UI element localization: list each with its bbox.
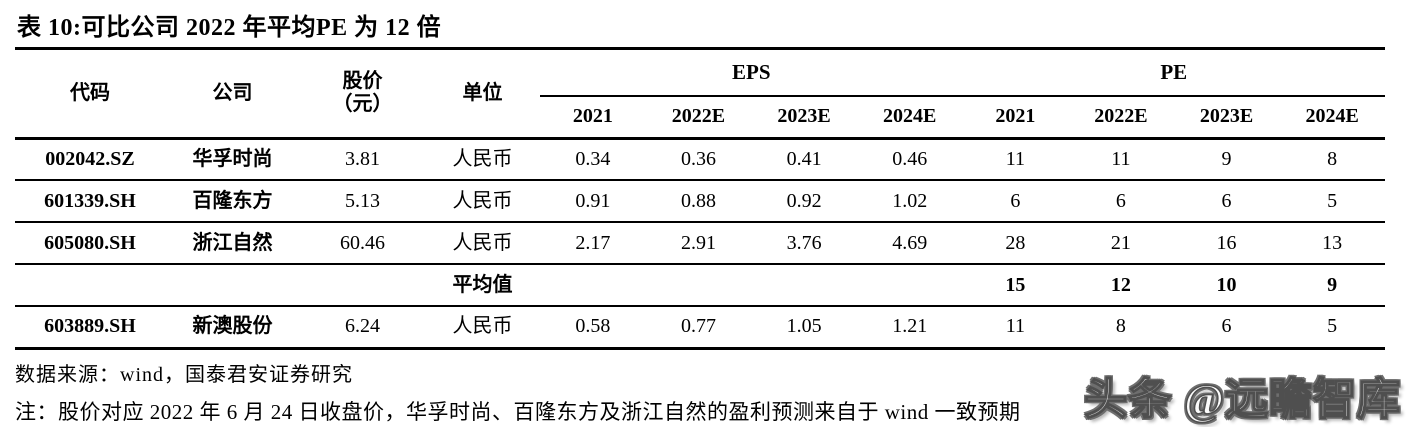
- avg-pe-2021: 15: [962, 264, 1069, 307]
- col-header-unit: 单位: [425, 50, 541, 140]
- watermark: 头条 @远瞻智库: [1084, 376, 1401, 425]
- footnote: 注：股价对应 2022 年 6 月 24 日收盘价，华孚时尚、百隆东方及浙江自然…: [15, 399, 1021, 424]
- table-row: 002042.SZ 华孚时尚 3.81 人民币 0.34 0.36 0.41 0…: [15, 138, 1385, 181]
- pe-2022e: 8: [1068, 306, 1174, 350]
- eps-2024e: 1.21: [856, 306, 963, 350]
- table-row: 601339.SH 百隆东方 5.13 人民币 0.91 0.88 0.92 1…: [15, 180, 1385, 223]
- pe-year-2021: 2021: [962, 96, 1069, 140]
- eps-2021: 0.58: [540, 306, 646, 350]
- currency-unit: 人民币: [425, 138, 541, 181]
- group-header-pe: PE: [962, 50, 1385, 97]
- eps-2021: 0.91: [540, 180, 646, 223]
- eps-2022e: 0.77: [645, 306, 752, 350]
- stock-code: 002042.SZ: [15, 138, 166, 181]
- group-header-eps: EPS: [540, 50, 963, 97]
- avg-pe-2022e: 12: [1068, 264, 1174, 307]
- pe-2023e: 6: [1173, 180, 1280, 223]
- avg-eps-2024e: [856, 264, 963, 307]
- average-row: 平均值 15 12 10 9: [15, 264, 1385, 307]
- pe-2021: 11: [962, 306, 1069, 350]
- eps-2022e: 0.88: [645, 180, 752, 223]
- stock-code: 603889.SH: [15, 306, 166, 350]
- pe-2021: 11: [962, 138, 1069, 181]
- company-name: 新澳股份: [165, 306, 301, 350]
- stock-code: 605080.SH: [15, 222, 166, 265]
- col-header-code: 代码: [15, 50, 166, 140]
- eps-year-2021: 2021: [540, 96, 646, 140]
- currency-unit: 人民币: [425, 306, 541, 350]
- average-label: 平均值: [425, 264, 541, 307]
- table-row: 603889.SH 新澳股份 6.24 人民币 0.58 0.77 1.05 1…: [15, 306, 1385, 350]
- avg-eps-2023e: [751, 264, 857, 307]
- data-source-note: 数据来源：wind，国泰君安证券研究: [15, 363, 353, 386]
- eps-2021: 2.17: [540, 222, 646, 265]
- pe-2023e: 16: [1173, 222, 1280, 265]
- pe-2024e: 13: [1279, 222, 1385, 265]
- col-header-price-line1: 股价: [342, 70, 383, 93]
- table-title: 表 10:可比公司 2022 年平均PE 为 12 倍: [15, 0, 1385, 50]
- pe-2021: 6: [962, 180, 1069, 223]
- eps-2023e: 0.41: [751, 138, 857, 181]
- eps-2024e: 1.02: [856, 180, 963, 223]
- col-header-price: 股价 （元）: [300, 50, 426, 140]
- pe-year-2022e: 2022E: [1068, 96, 1174, 140]
- currency-unit: 人民币: [425, 222, 541, 265]
- col-header-company: 公司: [165, 50, 301, 140]
- empty-cell: [15, 264, 166, 307]
- eps-year-2024e: 2024E: [856, 96, 963, 140]
- company-name: 浙江自然: [165, 222, 301, 265]
- pe-2022e: 11: [1068, 138, 1174, 181]
- avg-pe-2023e: 10: [1173, 264, 1280, 307]
- eps-2022e: 2.91: [645, 222, 752, 265]
- pe-2022e: 6: [1068, 180, 1174, 223]
- eps-year-2023e: 2023E: [751, 96, 857, 140]
- eps-2022e: 0.36: [645, 138, 752, 181]
- year-header-row: 2021 2022E 2023E 2024E 2021 2022E 2023E …: [15, 96, 1385, 140]
- pe-2022e: 21: [1068, 222, 1174, 265]
- empty-cell: [300, 264, 426, 307]
- pe-2024e: 5: [1279, 180, 1385, 223]
- pe-2023e: 6: [1173, 306, 1280, 350]
- stock-price: 60.46: [300, 222, 426, 265]
- eps-year-2022e: 2022E: [645, 96, 752, 140]
- stock-code: 601339.SH: [15, 180, 166, 223]
- pe-year-2024e: 2024E: [1279, 96, 1385, 140]
- pe-2023e: 9: [1173, 138, 1280, 181]
- eps-2021: 0.34: [540, 138, 646, 181]
- eps-2024e: 4.69: [856, 222, 963, 265]
- currency-unit: 人民币: [425, 180, 541, 223]
- pe-2024e: 8: [1279, 138, 1385, 181]
- group-header-row: 代码 公司 股价 （元） 单位 EPS PE: [15, 50, 1385, 140]
- comparable-companies-table: 代码 公司 股价 （元） 单位 EPS PE 2021 2022E 2023E …: [15, 50, 1385, 350]
- avg-eps-2021: [540, 264, 646, 307]
- eps-2023e: 0.92: [751, 180, 857, 223]
- col-header-price-line2: （元）: [332, 93, 393, 116]
- pe-2024e: 5: [1279, 306, 1385, 350]
- eps-2024e: 0.46: [856, 138, 963, 181]
- company-name: 百隆东方: [165, 180, 301, 223]
- stock-price: 3.81: [300, 138, 426, 181]
- stock-price: 5.13: [300, 180, 426, 223]
- eps-2023e: 1.05: [751, 306, 857, 350]
- company-name: 华孚时尚: [165, 138, 301, 181]
- empty-cell: [165, 264, 301, 307]
- pe-year-2023e: 2023E: [1173, 96, 1280, 140]
- stock-price: 6.24: [300, 306, 426, 350]
- avg-eps-2022e: [645, 264, 752, 307]
- avg-pe-2024e: 9: [1279, 264, 1385, 307]
- eps-2023e: 3.76: [751, 222, 857, 265]
- pe-2021: 28: [962, 222, 1069, 265]
- table-row: 605080.SH 浙江自然 60.46 人民币 2.17 2.91 3.76 …: [15, 222, 1385, 265]
